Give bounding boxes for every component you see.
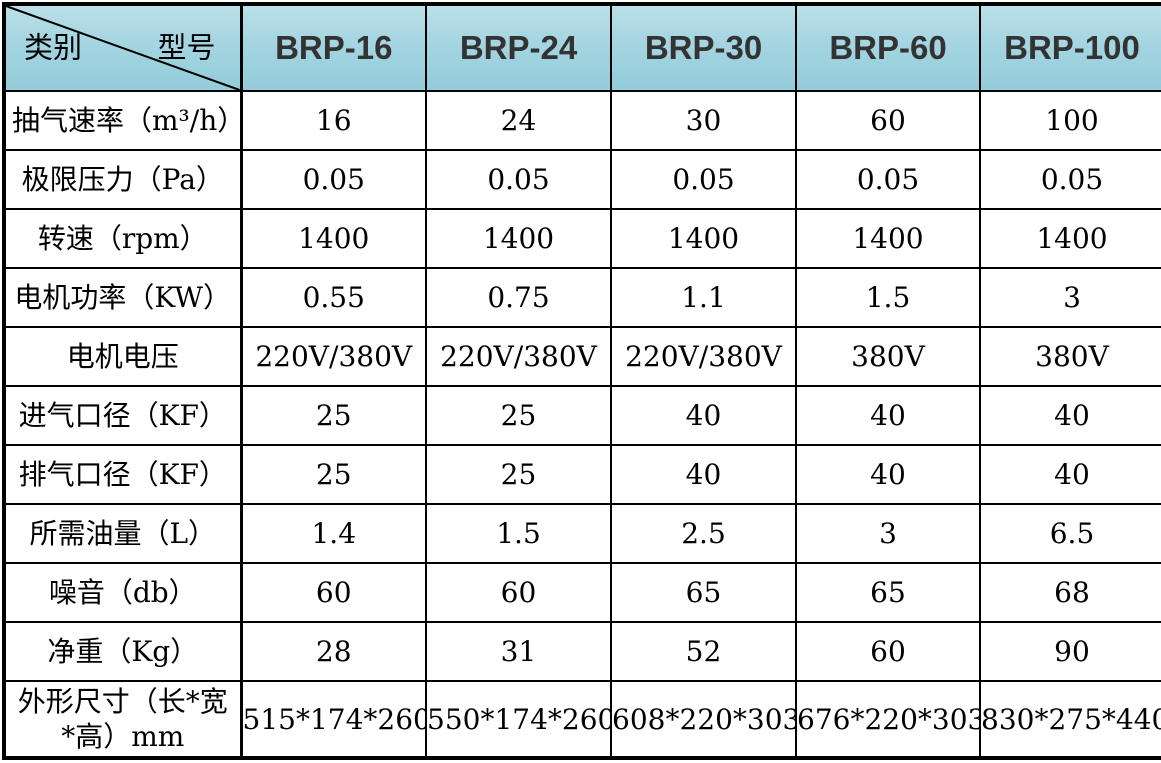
- spec-cell: 0.05: [979, 149, 1161, 210]
- spec-cell: 16: [240, 90, 427, 151]
- spec-cell: 60: [240, 562, 427, 623]
- spec-cell: 65: [610, 562, 797, 623]
- spec-cell: 550*174*260: [425, 680, 612, 759]
- column-header-brp-100: BRP-100: [979, 3, 1161, 92]
- row-label: 电机电压: [3, 326, 243, 387]
- spec-cell: 1.5: [425, 503, 612, 564]
- row-label: 极限压力（Pa）: [3, 149, 243, 210]
- spec-cell: 1.1: [610, 267, 797, 328]
- spec-cell: 220V/380V: [610, 326, 797, 387]
- row-label: 转速（rpm）: [3, 208, 243, 269]
- table-row-motor-voltage: 电机电压 220V/380V 220V/380V 220V/380V 380V …: [3, 326, 1161, 387]
- spec-cell: 0.05: [425, 149, 612, 210]
- table-row-noise: 噪音（db） 60 60 65 65 68: [3, 562, 1161, 623]
- spec-cell: 100: [979, 90, 1161, 151]
- spec-cell: 515*174*260: [240, 680, 427, 759]
- spec-cell: 0.05: [610, 149, 797, 210]
- table-row-outlet-diameter: 排气口径（KF） 25 25 40 40 40: [3, 444, 1161, 505]
- spec-cell: 24: [425, 90, 612, 151]
- table-row-ultimate-pressure: 极限压力（Pa） 0.05 0.05 0.05 0.05 0.05: [3, 149, 1161, 210]
- table-row-dimensions: 外形尺寸（长*宽*高）mm 515*174*260 550*174*260 60…: [3, 680, 1161, 759]
- spec-cell: 3: [795, 503, 981, 564]
- spec-cell: 25: [240, 444, 427, 505]
- spec-cell: 830*275*440: [979, 680, 1161, 759]
- spec-cell: 608*220*303: [610, 680, 797, 759]
- spec-cell: 52: [610, 621, 797, 682]
- row-label: 净重（Kg）: [3, 621, 243, 682]
- spec-cell: 1400: [795, 208, 981, 269]
- spec-cell: 2.5: [610, 503, 797, 564]
- spec-cell: 0.55: [240, 267, 427, 328]
- spec-cell: 1400: [979, 208, 1161, 269]
- spec-cell: 65: [795, 562, 981, 623]
- row-label: 所需油量（L）: [3, 503, 243, 564]
- spec-cell: 25: [425, 444, 612, 505]
- row-label: 排气口径（KF）: [3, 444, 243, 505]
- spec-cell: 40: [610, 385, 797, 446]
- spec-cell: 25: [425, 385, 612, 446]
- corner-model-label: 型号: [157, 30, 216, 65]
- row-label: 噪音（db）: [3, 562, 243, 623]
- spec-cell: 1400: [610, 208, 797, 269]
- spec-cell: 1.4: [240, 503, 427, 564]
- spec-cell: 0.75: [425, 267, 612, 328]
- corner-cell: 类别 型号: [3, 3, 243, 92]
- spec-cell: 28: [240, 621, 427, 682]
- spec-cell: 40: [795, 444, 981, 505]
- row-label: 抽气速率（m³/h）: [3, 90, 243, 151]
- corner-category-label: 类别: [24, 30, 83, 65]
- spec-cell: 40: [610, 444, 797, 505]
- spec-cell: 60: [425, 562, 612, 623]
- spec-cell: 3: [979, 267, 1161, 328]
- spec-cell: 40: [979, 385, 1161, 446]
- spec-cell: 40: [795, 385, 981, 446]
- table-row-motor-power: 电机功率（KW） 0.55 0.75 1.1 1.5 3: [3, 267, 1161, 328]
- spec-cell: 676*220*303: [795, 680, 981, 759]
- spec-cell: 1.5: [795, 267, 981, 328]
- table-row-pumping-speed: 抽气速率（m³/h） 16 24 30 60 100: [3, 90, 1161, 151]
- spec-cell: 1400: [240, 208, 427, 269]
- spec-cell: 380V: [795, 326, 981, 387]
- spec-cell: 25: [240, 385, 427, 446]
- spec-cell: 31: [425, 621, 612, 682]
- spec-cell: 0.05: [795, 149, 981, 210]
- row-label: 外形尺寸（长*宽*高）mm: [3, 680, 243, 759]
- table-row-oil-capacity: 所需油量（L） 1.4 1.5 2.5 3 6.5: [3, 503, 1161, 564]
- table-row-net-weight: 净重（Kg） 28 31 52 60 90: [3, 621, 1161, 682]
- spec-cell: 68: [979, 562, 1161, 623]
- spec-cell: 30: [610, 90, 797, 151]
- row-label: 电机功率（KW）: [3, 267, 243, 328]
- row-label: 进气口径（KF）: [3, 385, 243, 446]
- spec-cell: 90: [979, 621, 1161, 682]
- column-header-brp-16: BRP-16: [240, 3, 427, 92]
- diagonal-line: [6, 6, 238, 89]
- column-header-brp-60: BRP-60: [795, 3, 981, 92]
- table-row-rotation-speed: 转速（rpm） 1400 1400 1400 1400 1400: [3, 208, 1161, 269]
- column-header-brp-24: BRP-24: [425, 3, 612, 92]
- column-header-brp-30: BRP-30: [610, 3, 797, 92]
- spec-cell: 220V/380V: [240, 326, 427, 387]
- spec-cell: 380V: [979, 326, 1161, 387]
- spec-cell: 40: [979, 444, 1161, 505]
- spec-cell: 0.05: [240, 149, 427, 210]
- table-row-inlet-diameter: 进气口径（KF） 25 25 40 40 40: [3, 385, 1161, 446]
- header-row: 类别 型号 BRP-16 BRP-24 BRP-30 BRP-60 BRP-10…: [3, 3, 1161, 92]
- spec-cell: 60: [795, 621, 981, 682]
- spec-cell: 1400: [425, 208, 612, 269]
- spec-cell: 220V/380V: [425, 326, 612, 387]
- spec-cell: 6.5: [979, 503, 1161, 564]
- spec-cell: 60: [795, 90, 981, 151]
